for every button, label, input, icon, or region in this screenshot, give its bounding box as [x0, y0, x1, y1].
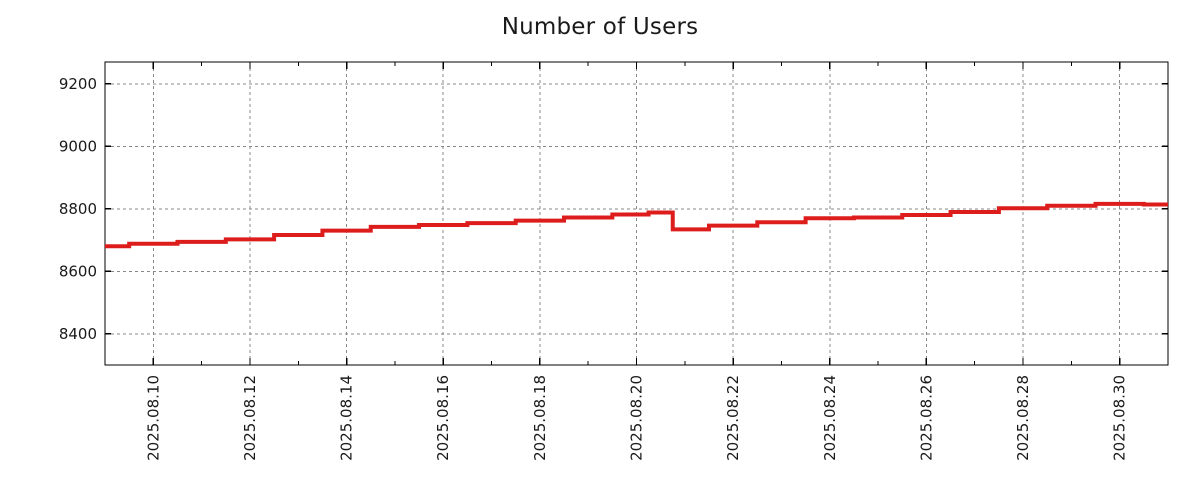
- data-series-line: [105, 201, 1168, 249]
- svg-text:2025.08.30: 2025.08.30: [1111, 375, 1129, 461]
- svg-text:8600: 8600: [59, 262, 97, 280]
- svg-text:2025.08.10: 2025.08.10: [144, 375, 162, 461]
- x-axis-tick-labels: 2025.08.10 2025.08.12 2025.08.14 2025.08.16…: [144, 375, 1128, 461]
- svg-text:8400: 8400: [59, 325, 97, 343]
- svg-text:2025.08.28: 2025.08.28: [1014, 375, 1032, 461]
- svg-text:9200: 9200: [59, 75, 97, 93]
- x-axis-minor-ticks: [104, 62, 1169, 365]
- svg-text:8800: 8800: [59, 200, 97, 218]
- y-axis-ticks: [105, 83, 1168, 335]
- svg-text:2025.08.26: 2025.08.26: [917, 375, 935, 461]
- svg-text:2025.08.14: 2025.08.14: [338, 375, 356, 461]
- x-gridlines: [152, 62, 1121, 365]
- y-axis-tick-labels: 8400 8600 8800 9000 9200: [59, 75, 97, 343]
- svg-text:2025.08.24: 2025.08.24: [821, 375, 839, 461]
- svg-text:9000: 9000: [59, 137, 97, 155]
- svg-text:2025.08.20: 2025.08.20: [628, 375, 646, 461]
- svg-text:2025.08.16: 2025.08.16: [434, 375, 452, 461]
- chart-title: Number of Users: [501, 14, 699, 40]
- svg-text:2025.08.12: 2025.08.12: [241, 375, 259, 461]
- svg-text:2025.08.22: 2025.08.22: [724, 375, 742, 461]
- svg-text:2025.08.18: 2025.08.18: [531, 375, 549, 461]
